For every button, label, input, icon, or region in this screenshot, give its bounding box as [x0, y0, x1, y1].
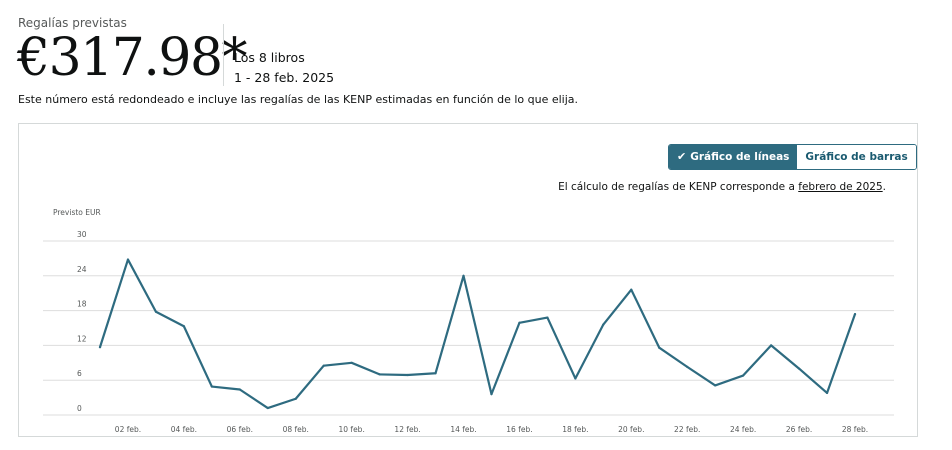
data-point — [154, 310, 158, 313]
x-tick-label: 02 feb. — [115, 425, 141, 434]
date-range: 1 - 28 feb. 2025 — [234, 70, 335, 85]
data-point — [238, 388, 241, 391]
royalty-amount: €317.98* — [17, 28, 248, 88]
y-tick-label: 24 — [77, 265, 87, 274]
data-point — [853, 312, 857, 316]
rounding-note: Este número está redondeado e incluye la… — [18, 93, 579, 106]
x-tick-label: 12 feb. — [394, 425, 420, 434]
data-point — [126, 258, 130, 261]
y-tick-label: 12 — [77, 334, 87, 343]
data-point — [602, 323, 605, 326]
y-tick-label: 18 — [77, 300, 87, 309]
data-point — [434, 372, 437, 375]
x-tick-label: 16 feb. — [506, 425, 532, 434]
bar-chart-button[interactable]: Gráfico de barras — [797, 145, 916, 169]
x-tick-label: 08 feb. — [283, 425, 309, 434]
data-point — [658, 346, 661, 349]
summary-divider — [223, 24, 224, 86]
data-point — [797, 367, 801, 370]
data-point — [406, 373, 409, 377]
data-point — [630, 288, 633, 291]
data-point — [378, 373, 381, 376]
data-point — [518, 321, 521, 324]
kenp-note: El cálculo de regalías de KENP correspon… — [558, 181, 886, 193]
x-tick-label: 20 feb. — [618, 425, 644, 434]
line-chart-label: Gráfico de líneas — [690, 151, 790, 163]
kenp-note-prefix: El cálculo de regalías de KENP correspon… — [558, 181, 799, 193]
books-count: Los 8 libros — [234, 50, 305, 65]
data-point — [350, 361, 353, 364]
x-tick-label: 06 feb. — [227, 425, 253, 434]
data-point — [686, 365, 689, 368]
check-icon: ✔ — [677, 150, 687, 163]
royalty-line-chart: Previsto EUR 30 24 18 12 6 0 02 feb. 04 feb. 06 f… — [43, 208, 894, 434]
data-point — [210, 385, 213, 388]
x-tick-label: 10 feb. — [339, 425, 365, 434]
data-point — [770, 344, 773, 347]
data-point — [742, 374, 745, 377]
data-point — [98, 346, 102, 349]
line-chart-button[interactable]: ✔ Gráfico de líneas — [669, 145, 798, 169]
y-tick-label: 0 — [77, 404, 82, 413]
summary-label: Regalías previstas — [18, 16, 127, 30]
data-point — [574, 377, 577, 380]
kenp-period-link[interactable]: febrero de 2025 — [798, 181, 883, 193]
x-tick-label: 14 feb. — [450, 425, 476, 434]
data-point — [462, 274, 465, 277]
data-point — [490, 393, 493, 396]
x-tick-label: 22 feb. — [674, 425, 700, 434]
data-point — [714, 384, 717, 387]
x-tick-label: 28 feb. — [842, 425, 868, 434]
y-tick-label: 6 — [77, 369, 82, 378]
x-tick-label: 04 feb. — [171, 425, 197, 434]
data-point — [182, 325, 185, 328]
x-tick-label: 18 feb. — [562, 425, 588, 434]
y-axis-label: Previsto EUR — [53, 208, 101, 217]
data-point — [294, 397, 297, 400]
chart-type-toggle: ✔ Gráfico de líneas Gráfico de barras — [668, 144, 917, 170]
data-point — [322, 364, 325, 367]
chart-card: ✔ Gráfico de líneas Gráfico de barras El … — [18, 123, 918, 437]
series-line — [98, 258, 857, 410]
x-tick-label: 26 feb. — [786, 425, 812, 434]
y-tick-label: 30 — [77, 230, 87, 239]
data-point — [825, 391, 829, 395]
x-tick-label: 24 feb. — [730, 425, 756, 434]
data-point — [266, 406, 269, 410]
kenp-note-suffix: . — [882, 181, 886, 193]
data-point — [546, 316, 549, 319]
bar-chart-label: Gráfico de barras — [805, 151, 908, 163]
